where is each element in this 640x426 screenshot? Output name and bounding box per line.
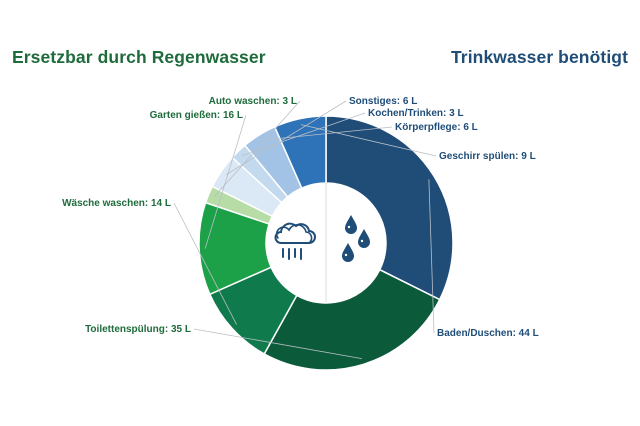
- chart-slices: [198, 115, 454, 371]
- label-baden-duschen: Baden/Duschen: 44 L: [437, 328, 539, 339]
- label-geschirr-spuelen: Geschirr spülen: 9 L: [439, 151, 536, 162]
- leader-line-garten-giessen: [204, 114, 247, 249]
- leader-line-auto-waschen: [213, 100, 301, 197]
- heading-rainwater: Ersetzbar durch Regenwasser: [12, 47, 266, 67]
- leader-line-geschirr-spuelen: [300, 124, 437, 157]
- heading-drinking-water: Trinkwasser benötigt: [450, 47, 628, 67]
- label-garten-giessen: Garten gießen: 16 L: [150, 110, 243, 121]
- slice-baden-duschen: [325, 115, 454, 301]
- label-auto-waschen: Auto waschen: 3 L: [209, 96, 297, 107]
- slice-geschirr-spuelen: [273, 115, 327, 190]
- water-drops-icon: [342, 215, 370, 262]
- label-waesche-waschen: Wäsche waschen: 14 L: [62, 198, 171, 209]
- leader-line-koerperpflege: [262, 126, 393, 141]
- leader-line-toilettenspuelung: [193, 328, 362, 359]
- label-koerperpflege: Körperpflege: 6 L: [395, 122, 478, 133]
- rain-cloud-icon: [274, 222, 316, 260]
- label-toilettenspuelung: Toilettenspülung: 35 L: [85, 324, 191, 335]
- leader-line-baden-duschen: [428, 179, 435, 334]
- chart-labels: Baden/Duschen: 44 L Toilettenspülung: 35 …: [62, 96, 539, 359]
- slice-toilettenspuelung: [263, 268, 441, 371]
- leader-line-waesche-waschen: [173, 202, 237, 325]
- label-kochen-trinken: Kochen/Trinken: 3 L: [368, 108, 464, 119]
- label-sonstiges: Sonstiges: 6 L: [349, 96, 417, 107]
- leader-line-kochen-trinken: [242, 112, 366, 156]
